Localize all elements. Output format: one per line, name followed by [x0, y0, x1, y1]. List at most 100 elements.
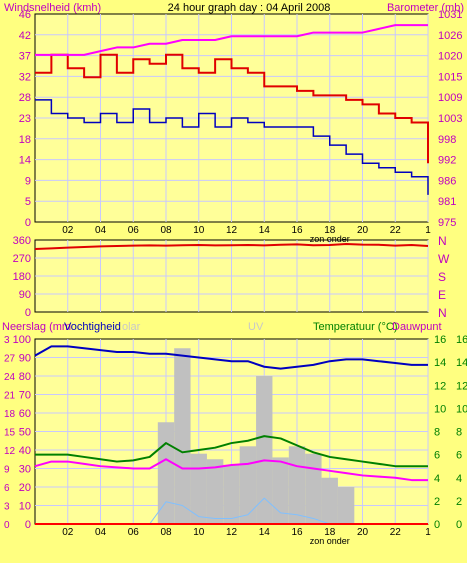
x-tick-label: 02: [62, 527, 74, 538]
y-tick-label-left: 360: [13, 235, 31, 247]
humidity-label: Vochtigheid: [64, 321, 121, 333]
solar-bar: [321, 477, 338, 524]
y-tick-label-left: 70: [19, 390, 31, 402]
y-tick-label-right: 1009: [438, 92, 462, 104]
rain-tick-label: 21: [4, 391, 16, 402]
y-tick-label-left: 9: [25, 175, 31, 187]
barometer-axis-title: Barometer (mb): [387, 2, 464, 14]
rain-label: Neerslag (mm: [2, 321, 71, 333]
dewpoint-line: [34, 458, 428, 482]
x-tick-label: 04: [95, 225, 107, 236]
dewpoint-tick-label: 14: [456, 357, 467, 369]
y-tick-label-left: 28: [19, 92, 31, 104]
solar-bar: [256, 376, 273, 524]
x-tick-label: 12: [226, 527, 238, 538]
y-tick-label-left: 23: [19, 113, 31, 125]
rain-tick-label: 3: [4, 335, 10, 346]
y-tick-label-left: 0: [25, 519, 31, 531]
compass-label: N: [438, 306, 447, 320]
rain-tick-label: 27: [4, 354, 16, 365]
y-tick-label-right: 1020: [438, 51, 462, 63]
x-axis-label: zon onder: [310, 234, 350, 244]
temperature-tick-label: 8: [434, 427, 440, 439]
y-tick-label-left: 90: [19, 353, 31, 365]
y-tick-label-left: 90: [19, 289, 31, 301]
temperature-tick-label: 12: [434, 380, 446, 392]
x-tick-label: 04: [95, 527, 107, 538]
y-tick-label-left: 50: [19, 427, 31, 439]
y-tick-label-left: 14: [19, 155, 31, 167]
x-tick-label: 18: [324, 225, 336, 236]
solar-bar: [174, 348, 191, 524]
solar-bar: [223, 464, 240, 524]
y-tick-label-left: 20: [19, 482, 31, 494]
compass-label: E: [438, 288, 446, 302]
temperature-tick-label: 6: [434, 450, 440, 462]
y-tick-label-right: 998: [438, 134, 456, 146]
y-tick-label-left: 0: [25, 307, 31, 319]
temperature-tick-label: 2: [434, 496, 440, 508]
dewpoint-tick-label: 10: [456, 403, 467, 415]
dewpoint-tick-label: 6: [456, 450, 462, 462]
y-tick-label-left: 37: [19, 51, 31, 63]
y-tick-label-right: 1015: [438, 71, 462, 83]
x-tick-label: 08: [160, 225, 172, 236]
solar-bar: [305, 453, 322, 524]
dewpoint-tick-label: 16: [456, 334, 467, 346]
dewpoint-tick-label: 4: [456, 473, 462, 485]
y-tick-label-right: 1003: [438, 113, 462, 125]
solar-bar: [288, 446, 306, 524]
x-tick-label: 16: [291, 225, 303, 236]
wind-max-line: [35, 53, 429, 164]
wind-direction-line: [34, 243, 429, 250]
x-tick-label: 12: [226, 225, 238, 236]
barometer-line: [35, 24, 428, 56]
solar-bar: [337, 487, 355, 524]
rain-tick-label: 15: [4, 428, 16, 439]
y-tick-label-right: 1026: [438, 30, 462, 42]
dewpoint-label: Dauwpunt: [392, 321, 442, 333]
y-tick-label-left: 46: [19, 9, 31, 21]
y-tick-label-right: 986: [438, 175, 456, 187]
rain-tick-label: 0: [4, 520, 10, 531]
solar-bar: [206, 459, 224, 524]
x-tick-label: 1: [425, 225, 431, 236]
temperature-label: Temperatuur (°C): [313, 321, 397, 333]
y-tick-label-left: 40: [19, 445, 31, 457]
y-tick-label-right: 1031: [438, 9, 462, 21]
x-tick-label: 16: [291, 527, 303, 538]
y-tick-label-left: 0: [25, 217, 31, 229]
uv-label: UV: [248, 321, 264, 333]
chart-marks: [34, 24, 429, 525]
x-tick-label: 10: [193, 225, 205, 236]
rain-tick-label: 12: [4, 446, 16, 457]
x-tick-label: 14: [259, 527, 271, 538]
y-tick-label-right: 981: [438, 196, 456, 208]
solar-label: olar: [122, 321, 141, 333]
temperature-tick-label: 10: [434, 403, 446, 415]
dewpoint-tick-label: 12: [456, 380, 467, 392]
humidity-line: [34, 345, 428, 370]
wind-speed-axis-title: Windsnelheid (kmh): [4, 2, 101, 14]
temperature-tick-label: 16: [434, 334, 446, 346]
x-axis-label: zon onder: [310, 536, 350, 546]
x-tick-label: 14: [259, 225, 271, 236]
y-tick-label-left: 60: [19, 408, 31, 420]
x-tick-label: 20: [357, 225, 369, 236]
wind-avg-line: [35, 99, 429, 195]
x-tick-label: 20: [357, 527, 369, 538]
y-tick-label-left: 10: [19, 501, 31, 513]
x-tick-label: 10: [193, 527, 205, 538]
temperature-line: [35, 435, 428, 468]
x-tick-label: 18: [324, 527, 336, 538]
rain-tick-label: 24: [4, 372, 16, 383]
x-tick-label: 1: [425, 527, 431, 538]
x-tick-label: 06: [128, 527, 140, 538]
compass-label: N: [438, 234, 447, 248]
temperature-tick-label: 4: [434, 473, 440, 485]
x-tick-label: 02: [62, 225, 74, 236]
y-tick-label-right: 975: [438, 217, 456, 229]
y-tick-label-left: 32: [19, 71, 31, 83]
y-tick-label-left: 180: [13, 271, 31, 283]
